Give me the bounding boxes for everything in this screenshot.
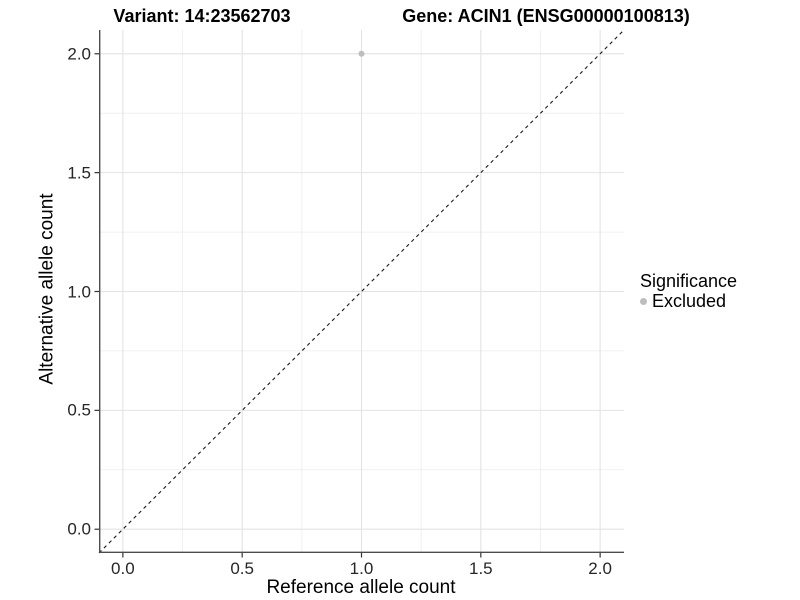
- plot-title-variant: Variant: 14:23562703: [113, 6, 291, 26]
- data-point-excluded: [358, 50, 365, 57]
- y-tick-label: 0.5: [67, 400, 91, 420]
- legend-item-label: Excluded: [652, 291, 727, 311]
- legend-point-marker-icon: [640, 297, 647, 305]
- plot-canvas: [94, 29, 625, 558]
- identity-dashed-line: [98, 29, 625, 554]
- plot-panel: [94, 29, 625, 558]
- x-tick-label: 0.0: [111, 559, 135, 578]
- x-tick-label: 0.5: [230, 559, 254, 578]
- x-tick-label: 1.0: [349, 559, 374, 578]
- legend: Significance Excluded: [640, 271, 737, 311]
- y-tick-label: 2.0: [67, 44, 91, 64]
- y-tick-label: 1.5: [67, 163, 91, 183]
- x-tick-label: 1.5: [468, 559, 493, 578]
- legend-item-excluded: Excluded: [640, 291, 737, 311]
- legend-title: Significance: [640, 271, 738, 291]
- x-tick-label: 2.0: [588, 559, 612, 578]
- plot-title-gene: Gene: ACIN1 (ENSG00000100813): [402, 6, 690, 26]
- y-tick-label: 1.0: [67, 282, 91, 301]
- y-tick-label: 0.0: [67, 519, 91, 539]
- x-axis-title: Reference allele count: [266, 577, 456, 598]
- y-axis-title: Alternative allele count: [36, 193, 58, 385]
